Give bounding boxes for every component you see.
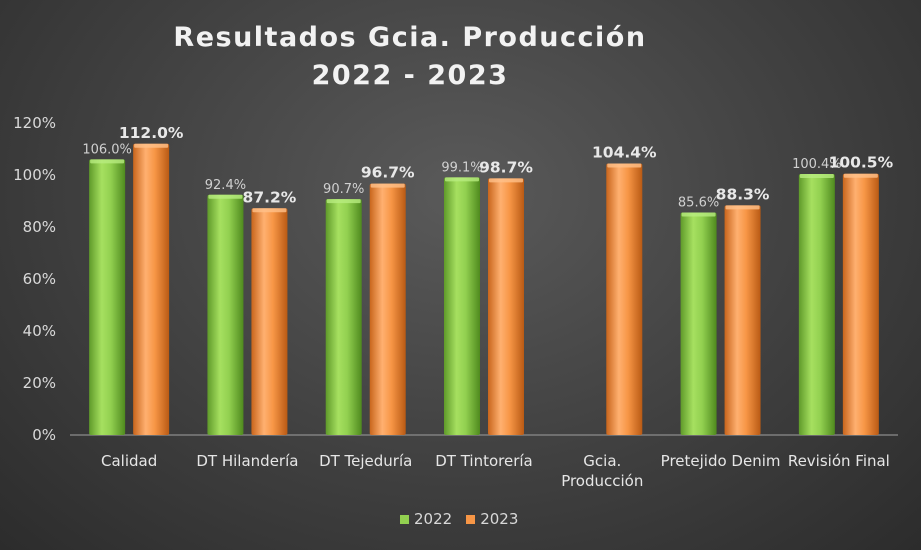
- chart-title-line-1: Resultados Gcia. Producción: [173, 22, 647, 53]
- x-tick-label: DT Tintorería: [435, 452, 533, 470]
- bar-top-highlight: [607, 163, 642, 168]
- y-tick-label: 120%: [13, 114, 56, 132]
- bar-2022: [444, 177, 480, 435]
- bar-top-highlight: [134, 143, 169, 148]
- bar-top-highlight: [843, 173, 878, 178]
- bar-2023: [133, 143, 170, 436]
- bar-2023: [251, 208, 288, 435]
- legend-swatch-2022: [400, 514, 409, 524]
- x-tick-label: Revisión Final: [788, 452, 890, 470]
- x-tick-label: Pretejido Denim: [661, 452, 781, 470]
- bar-top-highlight: [252, 208, 287, 213]
- bar-top-highlight: [489, 178, 523, 183]
- data-label-2023: 96.7%: [361, 164, 415, 182]
- y-tick-label: 60%: [23, 270, 56, 288]
- bar-2022: [207, 194, 244, 435]
- chart-title-line-2: 2022 - 2023: [311, 60, 509, 91]
- legend-label-2022: 2022: [414, 510, 453, 528]
- data-label-2022: 85.6%: [678, 195, 719, 210]
- bar-top-highlight: [681, 212, 716, 217]
- chart-legend: 2022 2023: [400, 510, 518, 528]
- bar-2023: [842, 173, 879, 435]
- data-label-2022: 100.4%: [792, 157, 842, 172]
- bar-top-highlight: [326, 199, 361, 204]
- data-label-2023: 112.0%: [119, 124, 184, 142]
- bar-2023: [606, 163, 643, 435]
- data-label-2023: 88.3%: [716, 185, 770, 203]
- legend-item-2023: 2023: [466, 510, 518, 528]
- data-label-2023: 98.7%: [479, 158, 533, 176]
- data-label-2023: 87.2%: [243, 188, 297, 206]
- y-tick-label: 100%: [13, 166, 56, 184]
- bar-2022: [680, 212, 717, 435]
- data-label-2023: 104.4%: [592, 144, 657, 162]
- bar-top-highlight: [90, 159, 125, 164]
- bar-top-highlight: [370, 183, 405, 188]
- bar-2023: [369, 183, 406, 435]
- x-tick-label: Calidad: [101, 452, 157, 470]
- bar-2022: [798, 173, 835, 435]
- y-tick-label: 80%: [23, 218, 56, 236]
- x-tick-label: DT Tejeduría: [319, 452, 412, 470]
- data-label-2022: 92.4%: [205, 178, 246, 193]
- bar-top-highlight: [208, 194, 243, 199]
- legend-item-2022: 2022: [400, 510, 452, 528]
- data-label-2022: 106.0%: [82, 142, 132, 157]
- bar-2022: [325, 199, 362, 435]
- y-tick-label: 0%: [32, 426, 56, 444]
- data-label-2022: 99.1%: [441, 160, 482, 175]
- bar-top-highlight: [799, 173, 834, 178]
- y-tick-label: 20%: [23, 374, 56, 392]
- legend-swatch-2023: [466, 514, 476, 524]
- bar-2023: [724, 205, 761, 435]
- bar-top-highlight: [725, 205, 760, 210]
- y-tick-label: 40%: [23, 322, 56, 340]
- x-tick-label: Gcia. Producción: [561, 452, 643, 490]
- bar-2023: [488, 178, 524, 435]
- bar-2022: [89, 159, 126, 435]
- legend-label-2023: 2023: [480, 510, 519, 528]
- data-label-2023: 100.5%: [829, 154, 894, 172]
- x-tick-label: DT Hilandería: [196, 452, 298, 470]
- data-label-2022: 90.7%: [323, 182, 364, 197]
- bar-top-highlight: [445, 177, 479, 182]
